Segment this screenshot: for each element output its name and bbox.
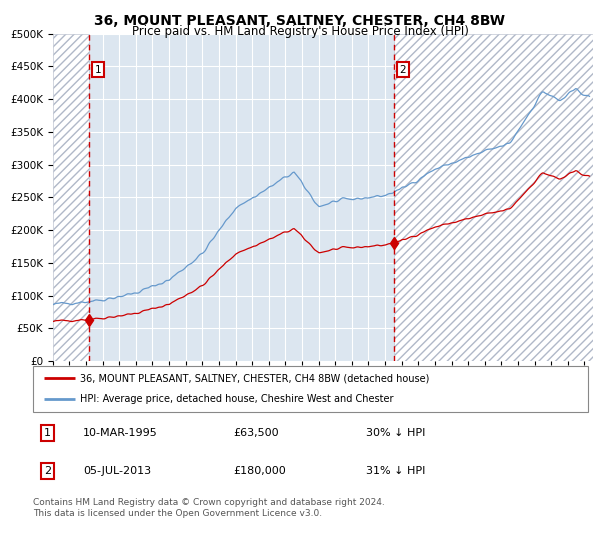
- Text: 36, MOUNT PLEASANT, SALTNEY, CHESTER, CH4 8BW (detached house): 36, MOUNT PLEASANT, SALTNEY, CHESTER, CH…: [80, 373, 430, 383]
- Text: 1: 1: [44, 428, 51, 438]
- Text: £180,000: £180,000: [233, 466, 286, 476]
- Text: 30% ↓ HPI: 30% ↓ HPI: [366, 428, 425, 438]
- Text: £63,500: £63,500: [233, 428, 278, 438]
- Text: 10-MAR-1995: 10-MAR-1995: [83, 428, 158, 438]
- Text: Contains HM Land Registry data © Crown copyright and database right 2024.
This d: Contains HM Land Registry data © Crown c…: [33, 498, 385, 518]
- Text: HPI: Average price, detached house, Cheshire West and Chester: HPI: Average price, detached house, Ches…: [80, 394, 394, 404]
- Text: 1: 1: [95, 64, 101, 74]
- Text: 2: 2: [44, 466, 51, 476]
- Text: 2: 2: [400, 64, 406, 74]
- Text: Price paid vs. HM Land Registry's House Price Index (HPI): Price paid vs. HM Land Registry's House …: [131, 25, 469, 38]
- Text: 05-JUL-2013: 05-JUL-2013: [83, 466, 151, 476]
- Text: 36, MOUNT PLEASANT, SALTNEY, CHESTER, CH4 8BW: 36, MOUNT PLEASANT, SALTNEY, CHESTER, CH…: [95, 14, 505, 28]
- Text: 31% ↓ HPI: 31% ↓ HPI: [366, 466, 425, 476]
